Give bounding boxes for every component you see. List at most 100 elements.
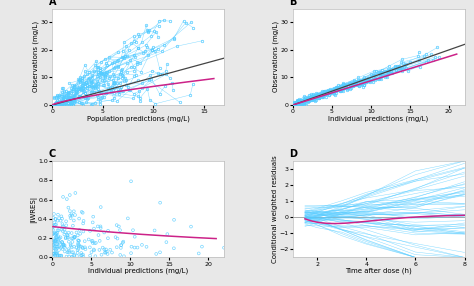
Point: [96, 239, 103, 243]
Point: [64, 233, 71, 237]
Point: [55, 234, 62, 239]
Point: [59, 229, 66, 233]
Point: [55, 248, 63, 252]
Point: [61, 227, 68, 232]
Point: [143, 245, 150, 249]
Point: [56, 253, 64, 258]
Point: [69, 250, 77, 255]
Point: [73, 230, 80, 235]
Point: [70, 244, 78, 249]
Point: [104, 229, 112, 233]
Point: [68, 255, 76, 259]
Point: [49, 215, 57, 220]
Point: [48, 226, 56, 231]
Point: [49, 232, 56, 237]
Point: [69, 240, 76, 244]
Point: [67, 242, 74, 247]
Point: [50, 252, 57, 256]
Point: [63, 197, 71, 201]
Point: [57, 253, 65, 258]
Point: [55, 216, 63, 221]
Point: [50, 252, 58, 256]
Point: [52, 239, 59, 244]
Point: [50, 252, 57, 256]
Point: [58, 227, 65, 232]
Point: [56, 240, 64, 245]
Point: [69, 236, 77, 241]
Point: [59, 224, 67, 229]
Point: [68, 245, 75, 250]
Text: A: A: [49, 0, 56, 7]
Point: [71, 235, 79, 239]
Point: [59, 241, 66, 245]
Point: [73, 245, 80, 250]
Point: [108, 250, 116, 255]
Point: [51, 253, 58, 257]
Point: [164, 232, 171, 237]
Point: [91, 241, 99, 245]
Point: [220, 245, 228, 250]
Point: [119, 241, 127, 245]
Y-axis label: Observations (mg/L): Observations (mg/L): [32, 21, 39, 92]
Point: [50, 243, 57, 248]
Point: [61, 246, 69, 250]
Point: [52, 247, 60, 252]
Point: [48, 240, 56, 245]
Point: [103, 249, 110, 254]
Point: [54, 244, 62, 249]
Point: [90, 214, 97, 219]
Point: [170, 246, 178, 251]
Point: [98, 253, 105, 257]
Point: [51, 220, 58, 225]
Point: [170, 218, 178, 222]
Point: [59, 242, 67, 247]
Point: [51, 239, 59, 243]
Point: [90, 247, 98, 252]
Point: [51, 244, 58, 249]
Point: [53, 250, 61, 255]
Point: [68, 231, 75, 235]
Y-axis label: Conditional weighted residuals: Conditional weighted residuals: [272, 155, 278, 263]
Point: [62, 235, 70, 240]
Point: [97, 226, 104, 230]
Point: [90, 248, 98, 253]
Point: [60, 245, 68, 249]
Point: [104, 236, 112, 241]
Point: [63, 254, 70, 259]
Point: [94, 224, 101, 229]
Point: [63, 223, 70, 228]
Point: [61, 232, 68, 237]
Point: [71, 235, 79, 239]
Point: [195, 251, 202, 256]
Point: [50, 246, 57, 250]
X-axis label: Time after dose (h): Time after dose (h): [345, 268, 412, 275]
Point: [131, 235, 138, 239]
Point: [156, 200, 164, 205]
Point: [60, 225, 68, 230]
Point: [50, 242, 57, 247]
Point: [65, 239, 73, 244]
Point: [51, 233, 59, 237]
Point: [78, 253, 86, 257]
Point: [153, 252, 160, 256]
Point: [52, 232, 60, 236]
Point: [76, 231, 84, 236]
Point: [69, 223, 77, 228]
Point: [81, 239, 89, 243]
Point: [86, 229, 94, 233]
Point: [112, 235, 119, 239]
Point: [102, 250, 109, 255]
Point: [72, 191, 79, 195]
Point: [58, 240, 66, 244]
Point: [68, 212, 75, 217]
Point: [128, 245, 135, 249]
Point: [66, 213, 74, 218]
Point: [54, 242, 61, 246]
Point: [131, 245, 138, 250]
Point: [70, 218, 78, 223]
Point: [81, 245, 89, 250]
Point: [76, 228, 83, 232]
Point: [75, 245, 82, 249]
Point: [51, 231, 58, 235]
Point: [156, 250, 164, 255]
